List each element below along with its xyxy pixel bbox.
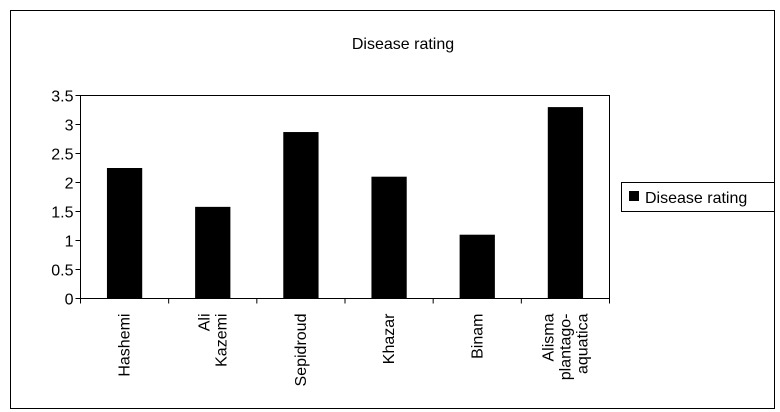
plot-area xyxy=(80,95,610,299)
x-tick-label-line: plantago- xyxy=(557,314,574,381)
bar xyxy=(283,132,319,299)
y-tick-label: 0.5 xyxy=(51,263,73,280)
bar xyxy=(547,107,584,299)
x-tick-label-line: Kazemi xyxy=(213,314,230,367)
bar xyxy=(459,234,495,299)
x-tick-label-line: Binam xyxy=(469,314,486,359)
x-axis-labels: Hashemi Ali Kazemi Sepidroud Khazar Binam Alis… xyxy=(117,313,592,387)
x-tick-label-line: aquatica xyxy=(574,313,591,374)
legend-swatch xyxy=(629,191,639,201)
x-tick-label: Binam xyxy=(469,314,486,359)
x-tick-label-line: Hashemi xyxy=(117,314,134,377)
chart-title: Disease rating xyxy=(352,36,454,53)
x-tick-label: Alisma plantago-aquatica xyxy=(540,313,591,380)
legend: Disease rating xyxy=(621,182,775,212)
x-tick-label: Sepidroud xyxy=(293,314,310,387)
y-tick-label: 2.5 xyxy=(51,147,73,164)
x-axis xyxy=(80,298,610,304)
y-tick-label: 3.5 xyxy=(51,89,73,106)
legend-box xyxy=(621,182,775,212)
x-tick-label: Ali Kazemi xyxy=(196,314,230,367)
bar xyxy=(371,176,407,299)
x-tick-label-line: Ali xyxy=(196,314,213,332)
bars xyxy=(106,107,584,299)
y-axis: 0 0.5 1 1.5 2 2.5 3 3.5 xyxy=(51,89,81,309)
y-tick-label: 1.5 xyxy=(51,205,73,222)
y-tick-label: 1 xyxy=(65,234,74,251)
y-tick-label: 2 xyxy=(65,176,74,193)
y-tick-label: 0 xyxy=(65,292,74,309)
x-tick-label-line: Alisma xyxy=(540,313,557,361)
x-tick-label-line: Khazar xyxy=(381,313,398,364)
bar xyxy=(195,206,231,299)
x-tick-label: Hashemi xyxy=(117,314,134,377)
x-tick-label: Khazar xyxy=(381,313,398,364)
y-tick-label: 3 xyxy=(65,118,74,135)
bar xyxy=(106,168,143,299)
x-tick-label-line: Sepidroud xyxy=(293,314,310,387)
legend-label: Disease rating xyxy=(645,190,747,207)
